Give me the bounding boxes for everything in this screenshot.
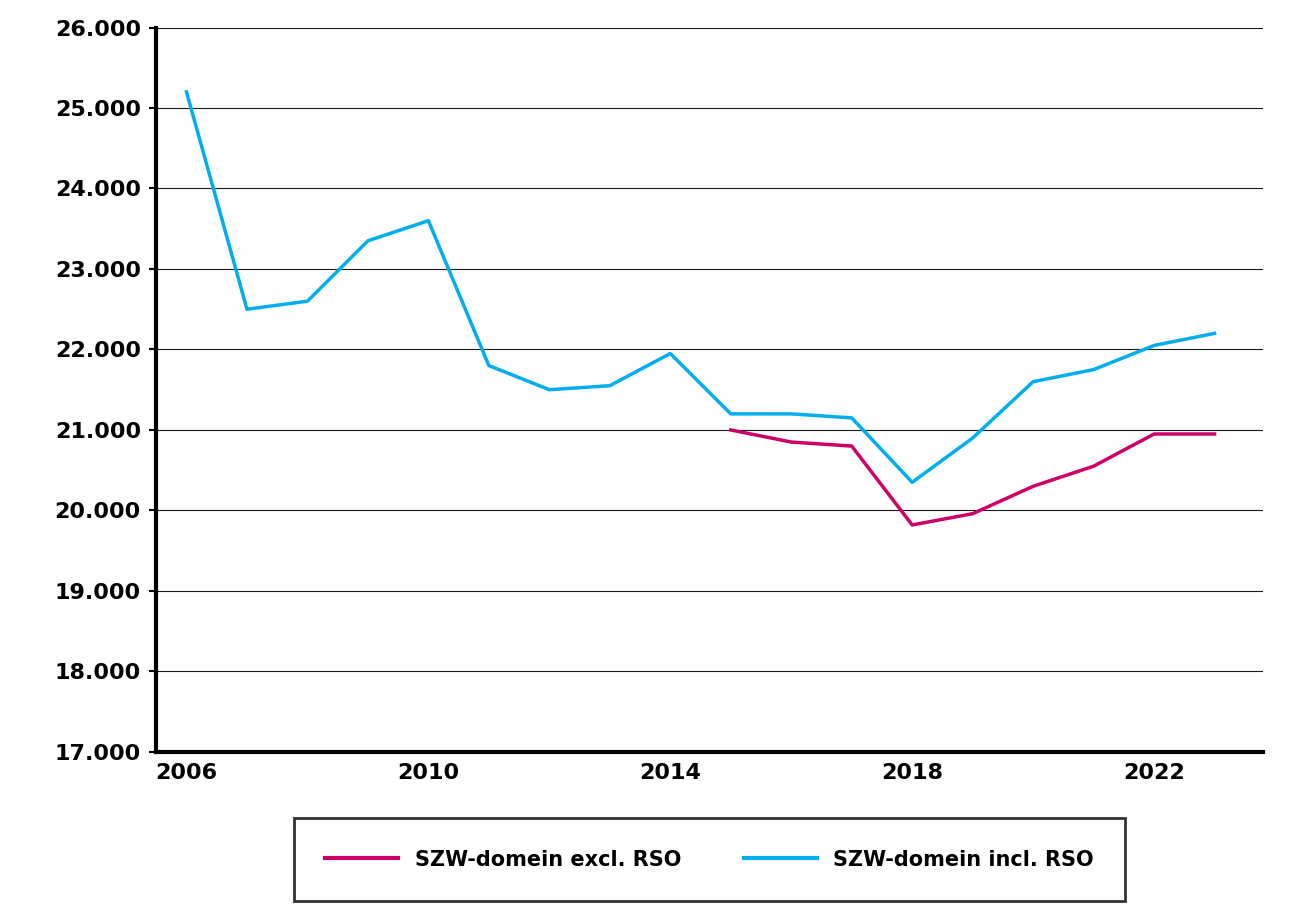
Legend: SZW-domein excl. RSO, SZW-domein incl. RSO: SZW-domein excl. RSO, SZW-domein incl. R…: [294, 818, 1125, 900]
